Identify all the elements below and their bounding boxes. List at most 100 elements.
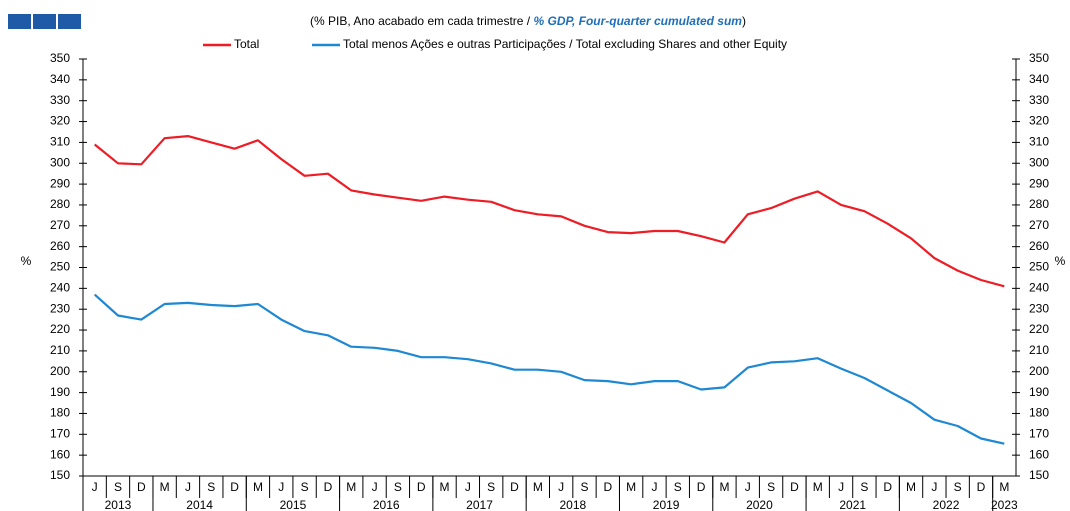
y-tick-label: 240 [50, 281, 70, 295]
y2-tick-label: 330 [1029, 93, 1049, 107]
y2-tick-label: 200 [1029, 364, 1049, 378]
y2-tick-label: 240 [1029, 281, 1049, 295]
x-tick-label: S [767, 480, 775, 494]
y-axis-label: % [21, 254, 32, 268]
series-line [93, 293, 1005, 445]
y-tick-label: 290 [50, 176, 70, 190]
x-tick-label: S [394, 480, 402, 494]
year-label: 2021 [839, 498, 866, 511]
x-tick-label: M [253, 480, 263, 494]
year-label: 2019 [653, 498, 680, 511]
subtitle-close: ) [742, 14, 746, 28]
y2-tick-label: 280 [1029, 197, 1049, 211]
y-tick-label: 250 [50, 260, 70, 274]
x-tick-label: M [906, 480, 916, 494]
x-tick-label: J [185, 480, 191, 494]
x-tick-label: J [745, 480, 751, 494]
y-tick-label: 220 [50, 322, 70, 336]
x-tick-label: J [931, 480, 937, 494]
logo-block [33, 14, 56, 29]
y2-axis-label: % [1055, 254, 1066, 268]
y2-tick-label: 270 [1029, 218, 1049, 232]
y-tick-label: 350 [50, 51, 70, 65]
y2-tick-label: 300 [1029, 155, 1049, 169]
x-tick-label: S [954, 480, 962, 494]
y-tick-label: 280 [50, 197, 70, 211]
logo-block [8, 14, 31, 29]
y2-tick-label: 170 [1029, 426, 1049, 440]
x-tick-label: D [603, 480, 612, 494]
x-tick-label: D [977, 480, 986, 494]
x-tick-label: S [207, 480, 215, 494]
y-tick-label: 170 [50, 426, 70, 440]
legend-label: Total menos Ações e outras Participações… [343, 37, 787, 51]
y-tick-label: 310 [50, 135, 70, 149]
x-tick-label: J [92, 480, 98, 494]
y-tick-label: 270 [50, 218, 70, 232]
y2-tick-label: 230 [1029, 301, 1049, 315]
y-tick-label: 150 [50, 468, 70, 482]
y2-tick-label: 190 [1029, 385, 1049, 399]
year-label: 2017 [466, 498, 493, 511]
x-tick-label: M [533, 480, 543, 494]
y-tick-label: 210 [50, 343, 70, 357]
x-tick-label: D [137, 480, 146, 494]
year-label: 2015 [280, 498, 307, 511]
subtitle-pt: (% PIB, Ano acabado em cada trimestre / [310, 14, 531, 28]
y-tick-label: 340 [50, 72, 70, 86]
x-tick-label: D [510, 480, 519, 494]
x-tick-label: D [790, 480, 799, 494]
x-tick-label: J [372, 480, 378, 494]
x-tick-label: J [558, 480, 564, 494]
x-tick-label: J [838, 480, 844, 494]
y2-tick-label: 250 [1029, 260, 1049, 274]
x-tick-label: S [301, 480, 309, 494]
x-tick-label: M [813, 480, 823, 494]
year-label: 2023 [991, 498, 1018, 511]
x-tick-label: M [346, 480, 356, 494]
x-tick-label: D [230, 480, 239, 494]
year-label: 2013 [105, 498, 132, 511]
x-tick-label: S [580, 480, 588, 494]
x-tick-label: J [651, 480, 657, 494]
year-label: 2016 [373, 498, 400, 511]
year-label: 2018 [559, 498, 586, 511]
x-tick-label: M [719, 480, 729, 494]
y2-tick-label: 340 [1029, 72, 1049, 86]
y-tick-label: 160 [50, 447, 70, 461]
y-tick-label: 320 [50, 114, 70, 128]
y2-tick-label: 260 [1029, 239, 1049, 253]
y2-tick-label: 160 [1029, 447, 1049, 461]
y2-tick-label: 350 [1029, 51, 1049, 65]
subtitle-en: % GDP, Four-quarter cumulated sum [533, 14, 742, 28]
y-tick-label: 200 [50, 364, 70, 378]
x-tick-label: M [999, 480, 1009, 494]
logo-block [58, 14, 81, 29]
y2-tick-label: 310 [1029, 135, 1049, 149]
year-label: 2014 [186, 498, 213, 511]
y2-tick-label: 150 [1029, 468, 1049, 482]
x-tick-label: D [883, 480, 892, 494]
y-tick-label: 330 [50, 93, 70, 107]
y-tick-label: 180 [50, 406, 70, 420]
y2-tick-label: 290 [1029, 176, 1049, 190]
y2-tick-label: 210 [1029, 343, 1049, 357]
year-label: 2020 [746, 498, 773, 511]
subtitle: (% PIB, Ano acabado em cada trimestre / … [310, 14, 746, 28]
y-tick-label: 230 [50, 301, 70, 315]
y2-tick-label: 180 [1029, 406, 1049, 420]
x-tick-label: D [324, 480, 333, 494]
year-label: 2022 [933, 498, 960, 511]
y2-tick-label: 220 [1029, 322, 1049, 336]
x-tick-label: S [487, 480, 495, 494]
x-tick-label: S [860, 480, 868, 494]
x-tick-label: D [417, 480, 426, 494]
y-tick-label: 300 [50, 155, 70, 169]
y-tick-label: 190 [50, 385, 70, 399]
y2-tick-label: 320 [1029, 114, 1049, 128]
x-tick-label: J [278, 480, 284, 494]
series-line [94, 135, 1005, 288]
x-tick-label: S [674, 480, 682, 494]
x-tick-label: M [160, 480, 170, 494]
